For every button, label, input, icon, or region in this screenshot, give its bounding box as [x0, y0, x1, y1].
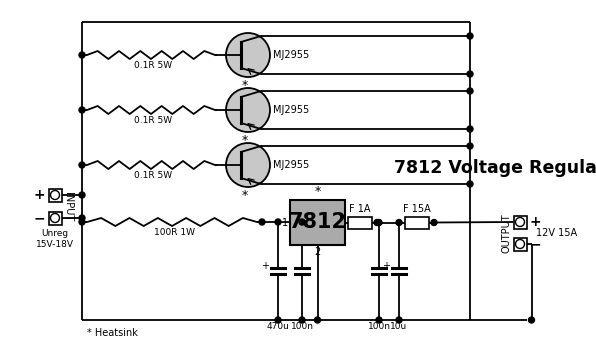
Text: 100R 1W: 100R 1W [154, 228, 195, 237]
Bar [48, 189, 61, 202]
Text: 100n: 100n [368, 322, 390, 331]
Circle shape [79, 219, 85, 225]
Circle shape [374, 220, 380, 226]
Bar [514, 238, 526, 251]
Text: 2: 2 [314, 247, 321, 257]
Circle shape [467, 143, 473, 149]
Text: 470u: 470u [266, 322, 290, 331]
Bar [348, 216, 372, 228]
Circle shape [79, 215, 85, 221]
Bar [48, 211, 61, 225]
Circle shape [315, 317, 321, 323]
Text: −: − [529, 237, 541, 251]
Circle shape [467, 71, 473, 77]
Text: 7812 Voltage Regulator: 7812 Voltage Regulator [394, 159, 596, 177]
Text: *: * [242, 189, 248, 202]
Text: +: + [261, 261, 269, 271]
Circle shape [516, 239, 524, 249]
Text: 7812: 7812 [288, 213, 346, 233]
Circle shape [299, 219, 305, 225]
Text: MJ2955: MJ2955 [273, 50, 309, 60]
Circle shape [226, 88, 270, 132]
Text: Unreg
15V-18V: Unreg 15V-18V [36, 229, 74, 249]
Text: −: − [34, 211, 45, 225]
Text: +: + [34, 188, 45, 202]
Text: F 1A: F 1A [349, 204, 371, 215]
Bar [405, 216, 429, 228]
Text: 10u: 10u [390, 322, 408, 331]
Text: 0.1R 5W: 0.1R 5W [134, 116, 172, 125]
Circle shape [431, 220, 437, 226]
Text: *: * [314, 185, 321, 198]
Circle shape [79, 107, 85, 113]
Circle shape [299, 317, 305, 323]
Bar [514, 215, 526, 228]
Circle shape [376, 317, 382, 323]
Circle shape [79, 162, 85, 168]
Text: MJ2955: MJ2955 [273, 105, 309, 115]
Text: *: * [242, 134, 248, 147]
Circle shape [467, 181, 473, 187]
Text: 1: 1 [282, 217, 288, 227]
Circle shape [275, 317, 281, 323]
Text: * Heatsink: * Heatsink [87, 328, 138, 338]
Circle shape [259, 219, 265, 225]
Text: 0.1R 5W: 0.1R 5W [134, 61, 172, 70]
Text: OUTPUT: OUTPUT [501, 213, 511, 253]
Circle shape [275, 219, 281, 225]
Text: 3: 3 [347, 217, 353, 227]
Circle shape [51, 191, 60, 199]
Circle shape [529, 317, 535, 323]
Circle shape [467, 33, 473, 39]
Circle shape [396, 317, 402, 323]
Circle shape [516, 217, 524, 227]
Text: INPUT: INPUT [64, 192, 73, 221]
Circle shape [396, 220, 402, 226]
Circle shape [376, 220, 382, 226]
Circle shape [51, 214, 60, 222]
Circle shape [226, 143, 270, 187]
Text: 100n: 100n [290, 322, 313, 331]
Text: +: + [529, 215, 541, 229]
Circle shape [79, 192, 85, 198]
Circle shape [226, 33, 270, 77]
Text: 0.1R 5W: 0.1R 5W [134, 171, 172, 180]
Bar [290, 200, 345, 245]
Text: F 15A: F 15A [403, 204, 431, 215]
Circle shape [467, 88, 473, 94]
Circle shape [467, 126, 473, 132]
Circle shape [79, 52, 85, 58]
Text: 12V 15A: 12V 15A [536, 228, 578, 238]
Text: MJ2955: MJ2955 [273, 160, 309, 170]
Text: *: * [242, 79, 248, 92]
Text: +: + [382, 261, 390, 271]
